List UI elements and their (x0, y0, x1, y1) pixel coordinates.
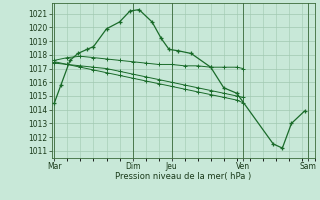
X-axis label: Pression niveau de la mer( hPa ): Pression niveau de la mer( hPa ) (115, 172, 252, 181)
